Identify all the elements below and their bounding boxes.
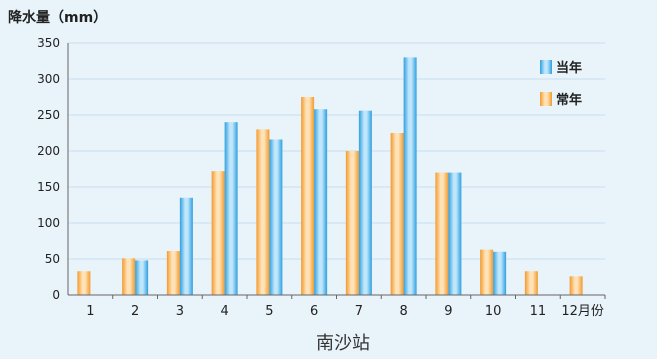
bar-current bbox=[179, 197, 193, 295]
bar-normal bbox=[301, 97, 315, 295]
x-tick-label: 3 bbox=[176, 304, 184, 319]
y-tick-label: 50 bbox=[45, 252, 60, 266]
x-tick-label: 10 bbox=[485, 304, 502, 319]
x-tick-label: 8 bbox=[399, 304, 407, 319]
bar-normal bbox=[390, 133, 404, 295]
bar-normal bbox=[122, 258, 136, 295]
x-tick-label: 6 bbox=[310, 304, 318, 319]
chart-title: 南沙站 bbox=[316, 333, 370, 354]
y-tick-label: 0 bbox=[52, 288, 60, 302]
bar-normal bbox=[77, 271, 91, 295]
y-tick-label: 350 bbox=[37, 36, 60, 50]
bar-current bbox=[135, 260, 149, 295]
bar-normal bbox=[256, 129, 270, 295]
legend-label-1: 常年 bbox=[556, 92, 582, 108]
y-tick-label: 250 bbox=[37, 108, 60, 122]
bars bbox=[77, 57, 583, 296]
x-tick-label: 5 bbox=[265, 304, 273, 319]
bar-normal bbox=[480, 249, 494, 295]
y-tick-label: 150 bbox=[37, 180, 60, 194]
bar-normal bbox=[569, 276, 583, 295]
x-tick-label: 7 bbox=[355, 304, 363, 319]
x-tick-label: 4 bbox=[220, 304, 228, 319]
legend-swatch-0 bbox=[540, 60, 552, 74]
y-tick-label: 300 bbox=[37, 72, 60, 86]
bar-normal bbox=[345, 151, 359, 295]
labels: 0 50 100 150 200 250 300 350 1 2 3 4 5 6 7 8 9 10 11 12月份 降水… bbox=[8, 9, 604, 354]
x-tick-label: 11 bbox=[530, 304, 547, 319]
x-tick-label: 9 bbox=[444, 304, 452, 319]
bar-current bbox=[269, 139, 283, 295]
bar-current bbox=[358, 110, 372, 296]
legend-swatch-1 bbox=[540, 92, 552, 106]
y-tick-label: 200 bbox=[37, 144, 60, 158]
bar-current bbox=[403, 57, 417, 296]
bar-normal bbox=[524, 271, 538, 295]
grid-lines bbox=[68, 42, 605, 260]
y-tick-label: 100 bbox=[37, 216, 60, 230]
x-tick-label: 2 bbox=[131, 304, 139, 319]
x-tick-label: 12月份 bbox=[561, 304, 604, 319]
bar-normal bbox=[435, 172, 449, 295]
bar-current bbox=[314, 109, 328, 296]
bar-current bbox=[493, 251, 507, 295]
bar-normal bbox=[211, 171, 225, 295]
bar-current bbox=[448, 172, 462, 295]
axes bbox=[67, 43, 606, 299]
legend-label-0: 当年 bbox=[556, 60, 582, 76]
x-tick-label: 1 bbox=[86, 304, 94, 319]
bar-current bbox=[224, 122, 238, 295]
y-axis-label: 降水量（mm） bbox=[8, 9, 107, 26]
bar-normal bbox=[166, 251, 180, 295]
